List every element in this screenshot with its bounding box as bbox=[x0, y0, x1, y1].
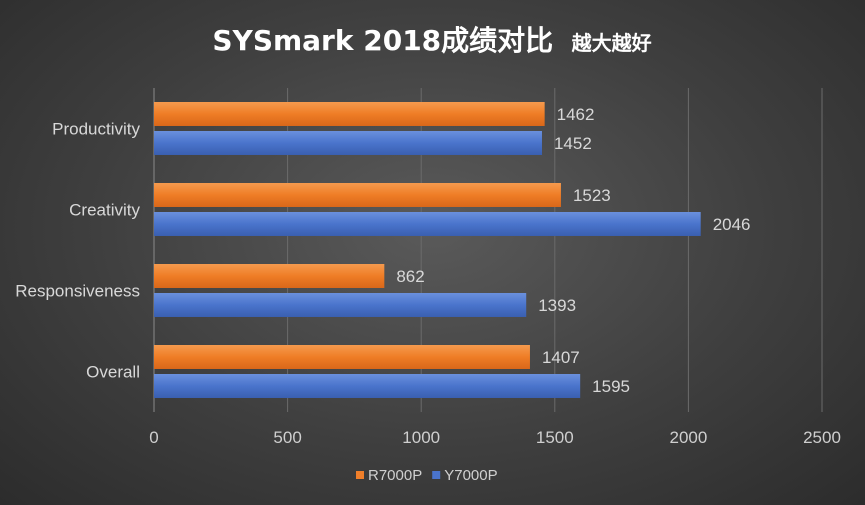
bar-y7000p bbox=[154, 374, 581, 398]
chart-title-main: SYSmark 2018成绩对比 bbox=[212, 24, 553, 57]
category-labels: Productivity Creativity Responsiveness Over… bbox=[15, 120, 140, 382]
data-label: 1462 bbox=[557, 105, 595, 124]
data-label: 1452 bbox=[554, 134, 592, 153]
chart-subtitle: 越大越好 bbox=[571, 31, 652, 55]
x-tick-labels: 0 500 1000 1500 2000 2500 bbox=[149, 428, 841, 447]
bar-y7000p bbox=[154, 212, 701, 236]
x-tick-label: 1000 bbox=[402, 428, 440, 447]
data-label: 1393 bbox=[538, 296, 576, 315]
bar-y7000p bbox=[154, 131, 542, 155]
bars bbox=[154, 102, 701, 398]
bar-r7000p bbox=[154, 102, 545, 126]
legend-entry[interactable]: R7000P bbox=[368, 467, 422, 484]
data-label: 1407 bbox=[542, 348, 580, 367]
x-tick-label: 0 bbox=[149, 428, 158, 447]
category-label: Overall bbox=[86, 363, 140, 382]
data-label: 1523 bbox=[573, 186, 611, 205]
x-tick-label: 500 bbox=[273, 428, 301, 447]
legend-swatch bbox=[356, 471, 364, 479]
bar-r7000p bbox=[154, 183, 561, 207]
category-label: Responsiveness bbox=[15, 282, 140, 301]
category-label: Creativity bbox=[69, 201, 140, 220]
data-label: 1595 bbox=[592, 377, 630, 396]
legend-swatch bbox=[432, 471, 441, 479]
legend[interactable]: R7000P Y7000P bbox=[356, 467, 498, 484]
bar-r7000p bbox=[154, 345, 530, 369]
data-label: 862 bbox=[396, 267, 424, 286]
legend-entry[interactable]: Y7000P bbox=[444, 467, 497, 484]
bar-y7000p bbox=[154, 293, 527, 317]
category-label: Productivity bbox=[52, 120, 140, 139]
x-tick-label: 1500 bbox=[536, 428, 574, 447]
x-tick-label: 2500 bbox=[803, 428, 841, 447]
chart-title: SYSmark 2018成绩对比 越大越好 bbox=[212, 24, 651, 57]
data-labels: 1462 1452 1523 2046 862 1393 1407 1595 bbox=[396, 105, 750, 396]
bar-r7000p bbox=[154, 264, 385, 288]
x-tick-label: 2000 bbox=[669, 428, 707, 447]
data-label: 2046 bbox=[713, 215, 751, 234]
